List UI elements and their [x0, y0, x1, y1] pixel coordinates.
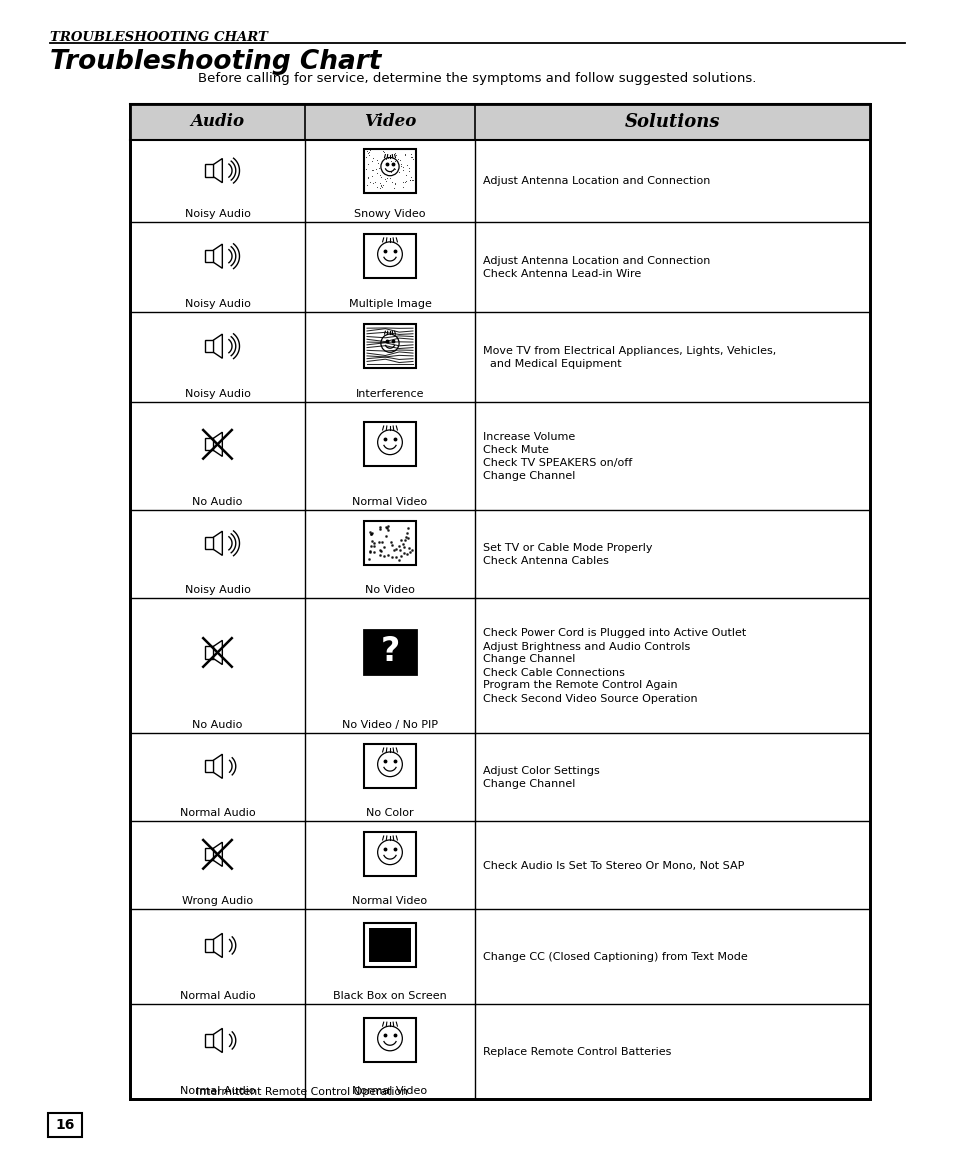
Bar — [364, 148, 416, 192]
Polygon shape — [213, 755, 222, 779]
Bar — [364, 1019, 416, 1063]
Text: ?: ? — [380, 635, 399, 668]
Polygon shape — [213, 933, 222, 957]
Bar — [364, 630, 416, 675]
Text: Adjust Antenna Location and Connection: Adjust Antenna Location and Connection — [482, 256, 710, 267]
Bar — [364, 832, 416, 876]
Text: Program the Remote Control Again: Program the Remote Control Again — [482, 680, 677, 691]
Text: Check Cable Connections: Check Cable Connections — [482, 668, 624, 678]
Text: Replace Remote Control Batteries: Replace Remote Control Batteries — [482, 1047, 671, 1057]
Text: Troubleshooting Chart: Troubleshooting Chart — [50, 49, 381, 75]
Text: Normal Video: Normal Video — [352, 1086, 427, 1096]
Bar — [364, 924, 416, 968]
Text: and Medical Equipment: and Medical Equipment — [482, 359, 621, 369]
Polygon shape — [205, 537, 213, 549]
Text: Intermittent Remote Control Operation: Intermittent Remote Control Operation — [196, 1087, 408, 1098]
Text: 16: 16 — [55, 1118, 74, 1132]
Circle shape — [377, 840, 402, 865]
Text: Video: Video — [363, 114, 416, 131]
Text: No Video: No Video — [365, 585, 415, 595]
Text: Set TV or Cable Mode Properly: Set TV or Cable Mode Properly — [482, 544, 652, 553]
Text: Check Antenna Lead-in Wire: Check Antenna Lead-in Wire — [482, 269, 640, 279]
Bar — [369, 928, 411, 962]
Text: Normal Audio: Normal Audio — [179, 808, 255, 818]
Text: Normal Audio: Normal Audio — [179, 1086, 255, 1096]
Text: Multiple Image: Multiple Image — [348, 299, 431, 309]
Bar — [130, 104, 869, 140]
Text: Snowy Video: Snowy Video — [354, 209, 425, 219]
Bar — [130, 104, 869, 1099]
Text: Before calling for service, determine the symptoms and follow suggested solution: Before calling for service, determine th… — [197, 72, 756, 85]
Text: Check Power Cord is Plugged into Active Outlet: Check Power Cord is Plugged into Active … — [482, 628, 745, 639]
Text: Adjust Antenna Location and Connection: Adjust Antenna Location and Connection — [482, 176, 710, 187]
Bar — [364, 422, 416, 466]
Polygon shape — [213, 159, 222, 183]
Text: Check TV SPEAKERS on/off: Check TV SPEAKERS on/off — [482, 458, 632, 468]
Text: Black Box on Screen: Black Box on Screen — [333, 991, 446, 1001]
Text: Move TV from Electrical Appliances, Lights, Vehicles,: Move TV from Electrical Appliances, Ligh… — [482, 347, 776, 356]
Bar — [48, 1113, 82, 1137]
Text: Normal Audio: Normal Audio — [179, 991, 255, 1001]
Text: Check Mute: Check Mute — [482, 445, 548, 455]
Text: Audio: Audio — [191, 114, 244, 131]
Circle shape — [377, 430, 402, 454]
Text: No Audio: No Audio — [193, 497, 242, 506]
Text: Interference: Interference — [355, 389, 424, 399]
Text: Noisy Audio: Noisy Audio — [184, 209, 251, 219]
Text: Check Second Video Source Operation: Check Second Video Source Operation — [482, 693, 697, 704]
Text: Change Channel: Change Channel — [482, 779, 575, 789]
Polygon shape — [205, 340, 213, 352]
Text: Increase Volume: Increase Volume — [482, 432, 575, 442]
Text: No Audio: No Audio — [193, 720, 242, 730]
Polygon shape — [213, 334, 222, 358]
Text: No Video / No PIP: No Video / No PIP — [341, 720, 437, 730]
Polygon shape — [213, 245, 222, 268]
Text: Change Channel: Change Channel — [482, 655, 575, 664]
Polygon shape — [205, 165, 213, 177]
Text: Noisy Audio: Noisy Audio — [184, 299, 251, 309]
Text: Check Audio Is Set To Stereo Or Mono, Not SAP: Check Audio Is Set To Stereo Or Mono, No… — [482, 860, 743, 870]
Circle shape — [377, 752, 402, 777]
Bar — [366, 326, 414, 366]
Text: Wrong Audio: Wrong Audio — [182, 896, 253, 906]
Text: Adjust Brightness and Audio Controls: Adjust Brightness and Audio Controls — [482, 641, 690, 651]
Text: Solutions: Solutions — [624, 112, 720, 131]
Circle shape — [380, 334, 398, 352]
Text: Noisy Audio: Noisy Audio — [184, 389, 251, 399]
Text: Check Antenna Cables: Check Antenna Cables — [482, 556, 608, 566]
Text: Noisy Audio: Noisy Audio — [184, 585, 251, 595]
Text: Adjust Color Settings: Adjust Color Settings — [482, 766, 599, 777]
Bar — [364, 325, 416, 369]
Text: Normal Video: Normal Video — [352, 497, 427, 506]
Polygon shape — [205, 848, 213, 860]
Polygon shape — [205, 1034, 213, 1047]
Bar — [364, 744, 416, 788]
Text: Change CC (Closed Captioning) from Text Mode: Change CC (Closed Captioning) from Text … — [482, 952, 747, 962]
Circle shape — [380, 158, 398, 176]
Circle shape — [377, 1026, 402, 1051]
Bar — [364, 522, 416, 566]
Polygon shape — [205, 647, 213, 658]
Polygon shape — [205, 760, 213, 772]
Text: No Color: No Color — [366, 808, 414, 818]
Polygon shape — [205, 250, 213, 262]
Circle shape — [377, 242, 402, 267]
Polygon shape — [213, 531, 222, 555]
Polygon shape — [213, 843, 222, 867]
Text: Change Channel: Change Channel — [482, 471, 575, 481]
Polygon shape — [205, 438, 213, 451]
Polygon shape — [213, 641, 222, 664]
Text: Normal Video: Normal Video — [352, 896, 427, 906]
Text: TROUBLESHOOTING CHART: TROUBLESHOOTING CHART — [50, 31, 268, 44]
Polygon shape — [205, 939, 213, 952]
Polygon shape — [213, 432, 222, 457]
Bar — [364, 234, 416, 278]
Polygon shape — [213, 1028, 222, 1052]
